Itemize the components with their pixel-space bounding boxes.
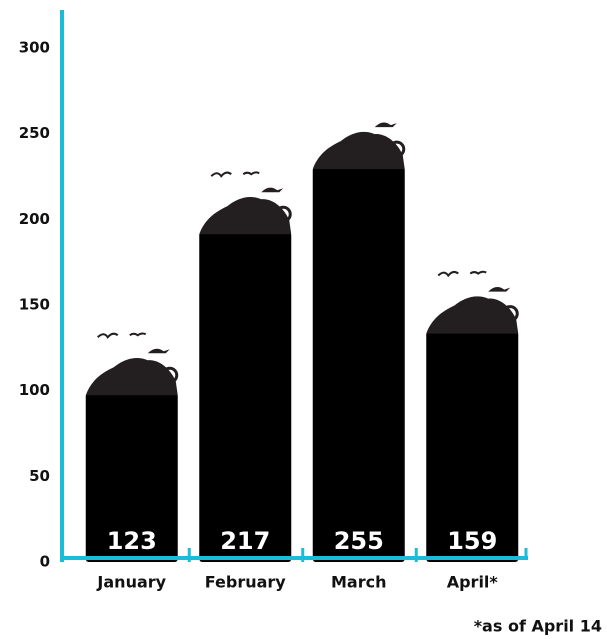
bird	[469, 270, 487, 275]
bird	[261, 187, 284, 193]
bird	[437, 270, 459, 278]
bar	[312, 122, 406, 562]
y-tick-label: 300	[19, 39, 50, 57]
trash-item	[274, 205, 292, 223]
x-tick-label: March	[331, 573, 386, 592]
bar-body	[426, 331, 519, 562]
bird	[488, 287, 511, 292]
footnote: *as of April 14	[474, 617, 602, 636]
x-tick-label: January	[96, 573, 166, 592]
trash-pile	[199, 197, 292, 235]
bar-body	[199, 232, 292, 562]
bird	[147, 348, 170, 354]
y-tick-label: 0	[40, 553, 50, 571]
bar	[426, 270, 519, 562]
x-tick-label: February	[205, 573, 287, 592]
bar	[85, 332, 179, 562]
bird	[97, 332, 119, 339]
value-label: 123	[107, 527, 157, 555]
value-label: 159	[447, 527, 497, 555]
x-tick-label: April*	[447, 573, 499, 592]
trash-pile	[312, 131, 405, 170]
bird	[129, 332, 147, 337]
y-tick-label: 100	[19, 381, 50, 399]
bar	[199, 171, 292, 562]
trash-pile	[85, 358, 178, 396]
trash-pile	[426, 296, 519, 334]
y-tick-label: 50	[29, 467, 50, 485]
bird	[210, 171, 232, 178]
trash-item	[161, 366, 179, 384]
bird	[242, 171, 260, 176]
bird	[374, 122, 397, 128]
value-label: 255	[334, 527, 384, 555]
y-tick-label: 200	[19, 210, 50, 228]
trash-item	[501, 305, 519, 323]
bar-body	[312, 167, 405, 562]
bar-body	[85, 393, 178, 562]
y-tick-label: 150	[19, 296, 50, 314]
y-tick-label: 250	[19, 124, 50, 142]
trash-item	[388, 140, 406, 158]
value-label: 217	[220, 527, 270, 555]
